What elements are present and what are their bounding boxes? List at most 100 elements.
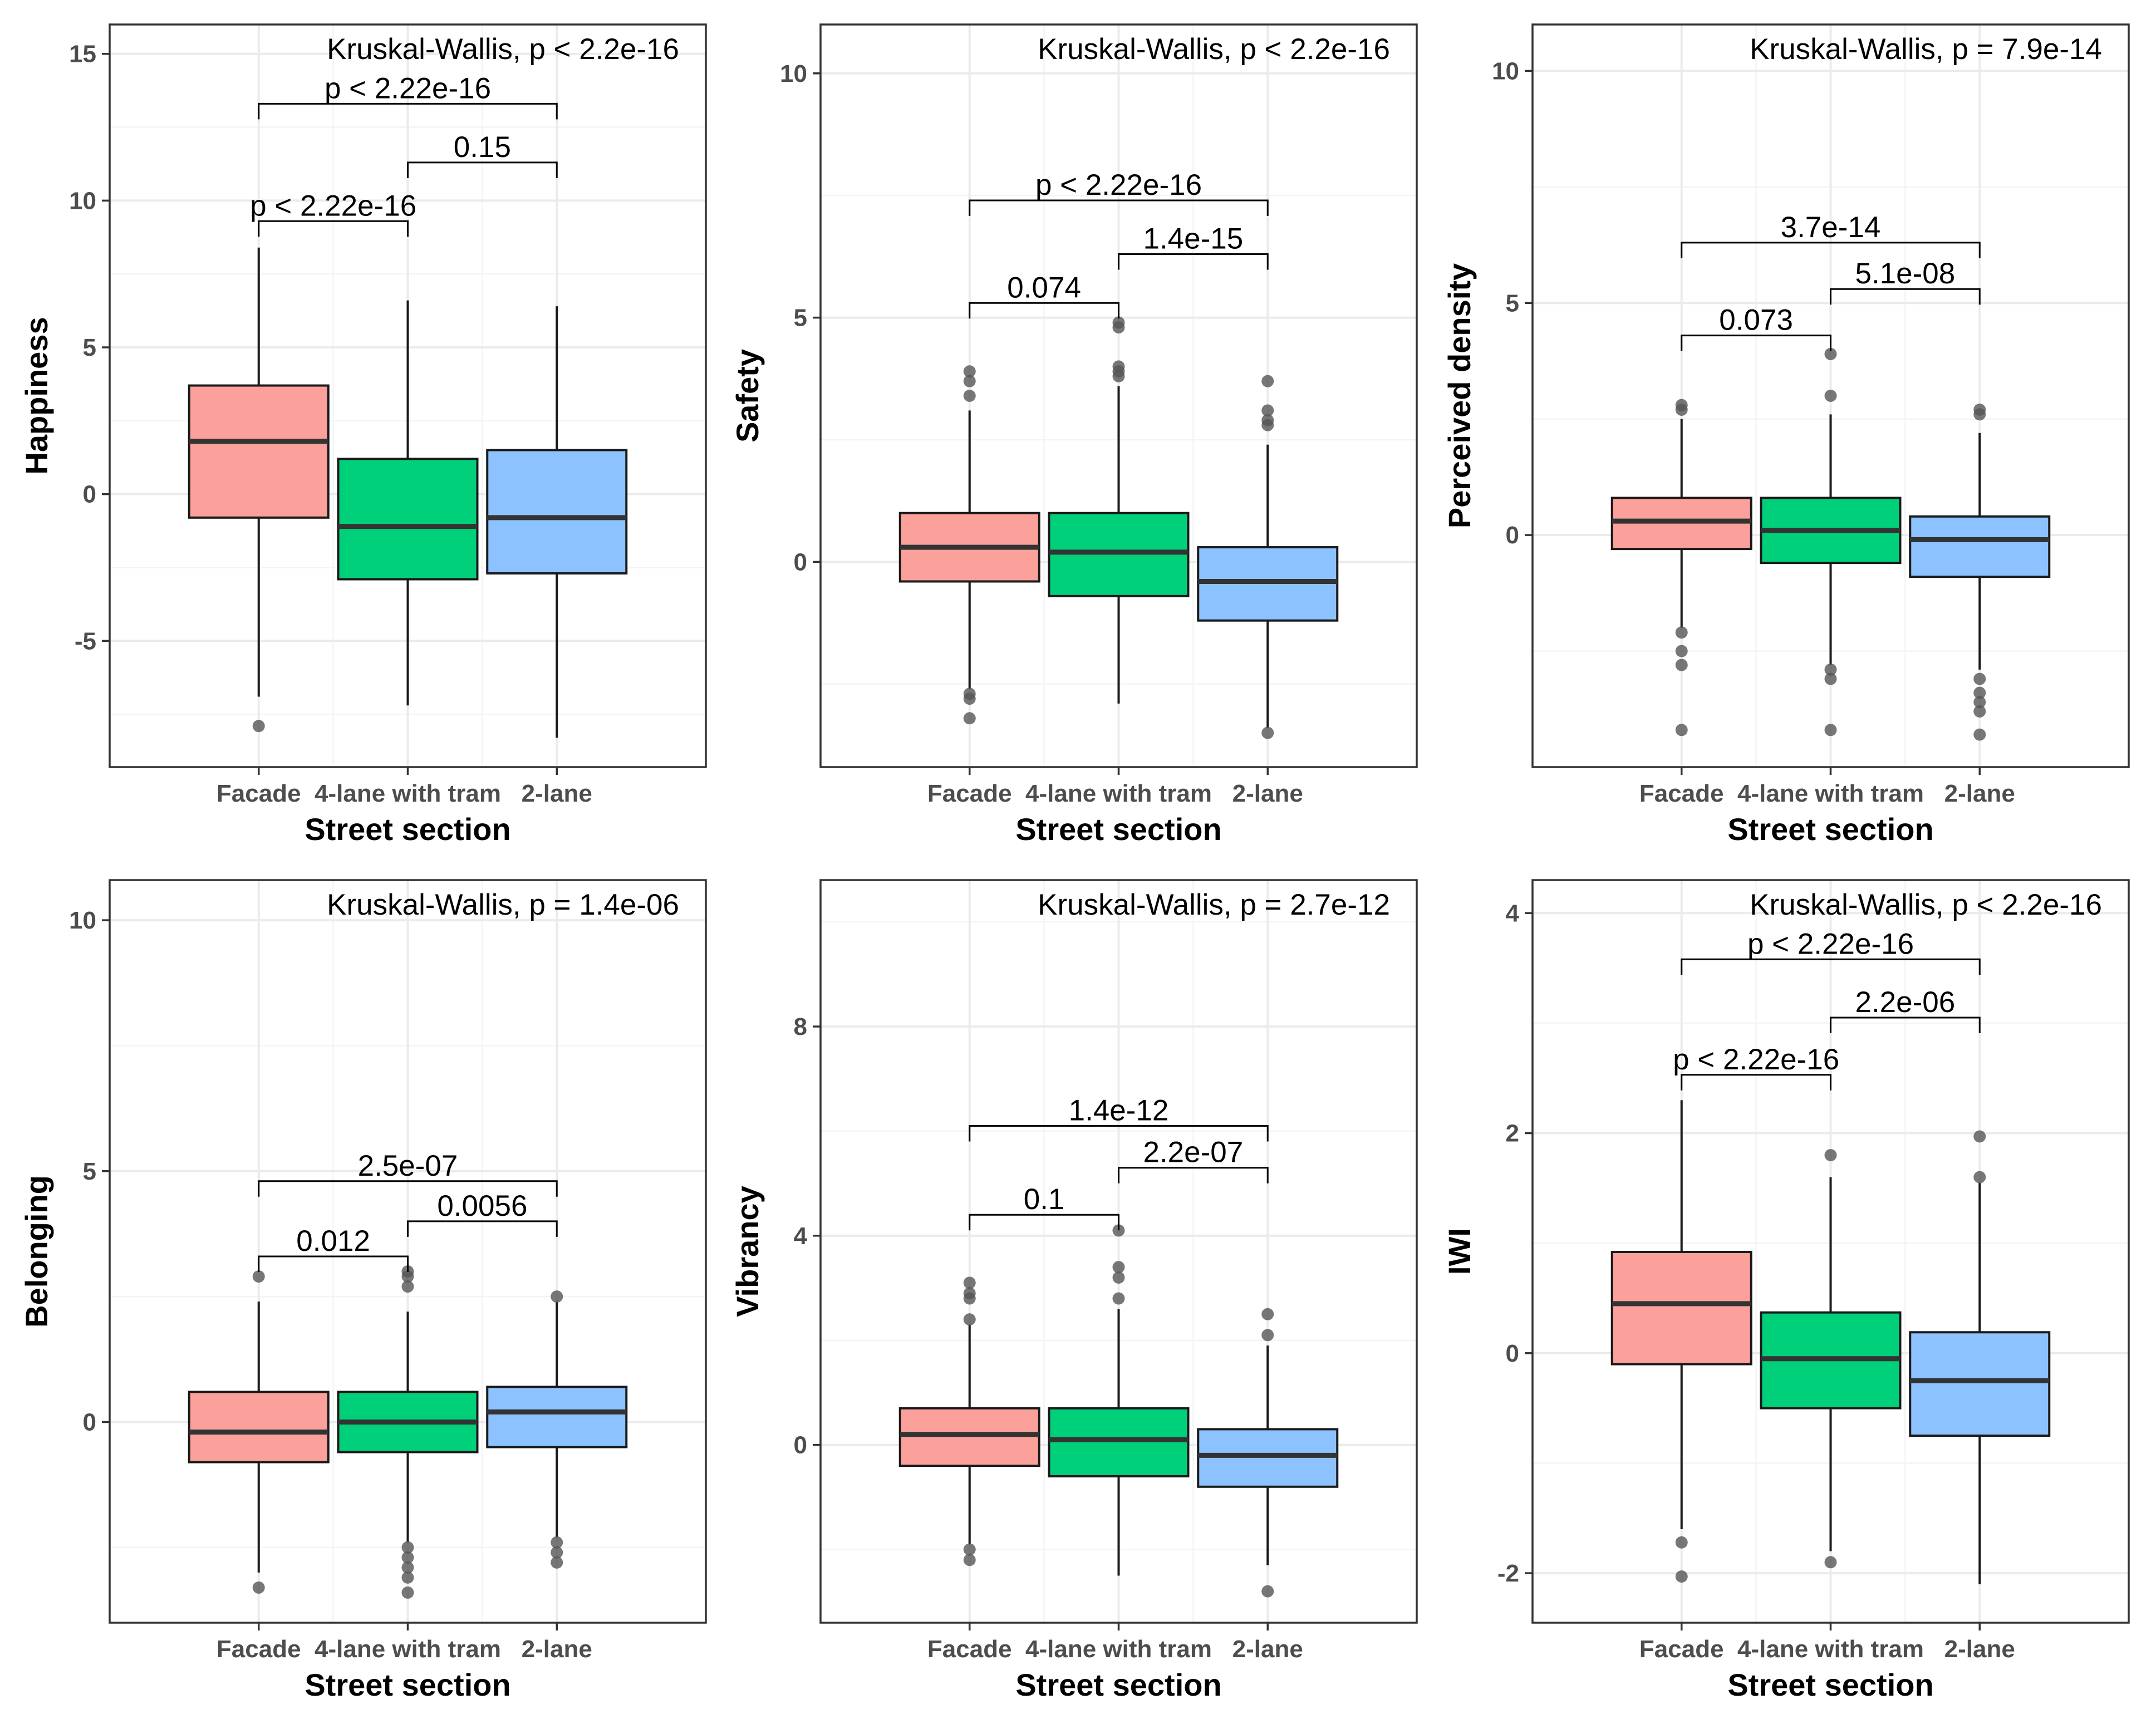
y-axis-title: Belonging — [19, 1175, 54, 1328]
comparison-p-value: 0.1 — [1024, 1183, 1065, 1216]
outlier-point — [252, 720, 265, 733]
y-tick-label: -2 — [1497, 1560, 1519, 1587]
x-tick-label: 4-lane with tram — [315, 1636, 501, 1663]
kruskal-wallis-label: Kruskal-Wallis, p < 2.2e-16 — [327, 33, 679, 66]
panel-perceived-density: 3.7e-14 5.1e-08 0.073 Kruskal-Wallis, p = 7… — [1442, 23, 2130, 847]
comparison-p-value: 1.4e-15 — [1143, 222, 1243, 255]
comparison-p-value: 5.1e-08 — [1855, 257, 1955, 290]
box-facade — [1610, 1250, 1752, 1366]
x-tick-label: Facade — [927, 1636, 1012, 1663]
outlier-point — [1675, 645, 1688, 657]
outlier-point — [1675, 659, 1688, 671]
comparison-p-value: 2.2e-06 — [1855, 986, 1955, 1019]
outlier-point — [1675, 626, 1688, 639]
x-axis-title: Street section — [1015, 1667, 1221, 1702]
outlier-point — [1675, 1570, 1688, 1583]
x-axis-title: Street section — [1727, 812, 1933, 847]
x-axis-title: Street section — [305, 812, 510, 847]
panel-iwi: p < 2.22e-16 2.2e-06 p < 2.22e-16 Kruskal-W… — [1442, 879, 2130, 1702]
outlier-point — [401, 1280, 414, 1293]
outlier-point — [963, 1313, 976, 1326]
x-tick-label: Facade — [1639, 780, 1724, 807]
x-tick-label: 4-lane with tram — [1025, 1636, 1212, 1663]
comparison-p-value: 1.4e-12 — [1069, 1094, 1169, 1127]
outlier-point — [963, 365, 976, 378]
y-tick-label: 5 — [1506, 289, 1519, 317]
y-tick-label: 0 — [83, 1408, 96, 1436]
comparison-p-value: 0.012 — [296, 1225, 370, 1258]
x-tick-label: 2-lane — [1232, 1636, 1303, 1663]
outlier-point — [1675, 399, 1688, 411]
x-tick-label: 2-lane — [1944, 1636, 2015, 1663]
comparison-bracket — [258, 220, 409, 237]
comparison-bracket — [258, 102, 558, 120]
outlier-point — [1824, 347, 1837, 360]
x-tick-label: Facade — [217, 780, 301, 807]
outlier-point — [252, 1581, 265, 1594]
outlier-point — [963, 1554, 976, 1566]
outlier-point — [1973, 1171, 1986, 1183]
y-tick-label: 10 — [69, 907, 96, 934]
y-axis-title: IWI — [1442, 1228, 1477, 1275]
box-facade — [188, 1391, 330, 1463]
outlier-point — [1973, 672, 1986, 685]
y-tick-label: 5 — [83, 1158, 96, 1185]
x-tick-label: 4-lane with tram — [1025, 780, 1212, 807]
outlier-point — [401, 1541, 414, 1554]
comparison-bracket — [1681, 958, 1981, 975]
y-tick-label: 0 — [1506, 522, 1519, 549]
outlier-point — [1973, 1130, 1986, 1143]
outlier-point — [963, 1287, 976, 1300]
y-axis-title: Safety — [730, 349, 765, 443]
outlier-point — [963, 712, 976, 725]
outlier-point — [1261, 404, 1274, 417]
comparison-bracket — [969, 302, 1119, 319]
comparison-p-value: p < 2.22e-16 — [1035, 169, 1202, 202]
y-tick-label: 0 — [794, 548, 807, 576]
comparison-bracket — [258, 1255, 409, 1273]
y-tick-label: -5 — [75, 627, 96, 655]
outlier-point — [401, 1551, 414, 1564]
y-tick-label: 8 — [794, 1013, 807, 1040]
comparison-bracket — [1830, 288, 1981, 305]
comparison-p-value: p < 2.22e-16 — [325, 72, 491, 105]
outlier-point — [551, 1556, 563, 1569]
outlier-point — [1261, 414, 1274, 426]
comparison-p-value: p < 2.22e-16 — [250, 189, 416, 222]
outlier-point — [1973, 686, 1986, 699]
outlier-point — [551, 1536, 563, 1549]
x-axis-title: Street section — [1015, 812, 1221, 847]
comparison-bracket — [1830, 1016, 1981, 1034]
comparison-p-value: 2.5e-07 — [358, 1150, 458, 1182]
y-axis-title: Perceived density — [1442, 263, 1477, 528]
y-tick-label: 0 — [794, 1432, 807, 1459]
outlier-point — [1973, 705, 1986, 718]
outlier-point — [1973, 404, 1986, 416]
x-tick-label: 4-lane with tram — [1737, 780, 1924, 807]
outlier-point — [1261, 726, 1274, 739]
outlier-point — [1112, 1292, 1125, 1305]
comparison-bracket — [969, 199, 1269, 216]
outlier-point — [551, 1290, 563, 1303]
y-axis-title: Vibrancy — [730, 1186, 765, 1317]
x-tick-label: Facade — [217, 1636, 301, 1663]
outlier-point — [1675, 724, 1688, 736]
outlier-point — [963, 1543, 976, 1556]
y-tick-label: 4 — [794, 1222, 808, 1250]
panel-happiness: p < 2.22e-16 0.15 p < 2.22e-16 Kruskal-Wall… — [19, 23, 707, 847]
comparison-bracket — [258, 1180, 558, 1197]
comparison-bracket — [1681, 335, 1831, 351]
comparison-bracket — [1118, 1167, 1269, 1183]
x-tick-label: 2-lane — [522, 1636, 592, 1663]
comparison-p-value: p < 2.22e-16 — [1673, 1043, 1839, 1076]
y-axis-title: Happiness — [19, 317, 54, 474]
outlier-point — [1261, 1329, 1274, 1342]
box-2-lane — [1909, 1331, 2051, 1437]
box-2-lane — [486, 449, 628, 575]
box-4-lane-with-tram — [337, 458, 479, 581]
outlier-point — [1824, 1149, 1837, 1162]
outlier-point — [1973, 728, 1986, 741]
box-2-lane — [1909, 515, 2051, 578]
y-tick-label: 5 — [794, 305, 807, 332]
